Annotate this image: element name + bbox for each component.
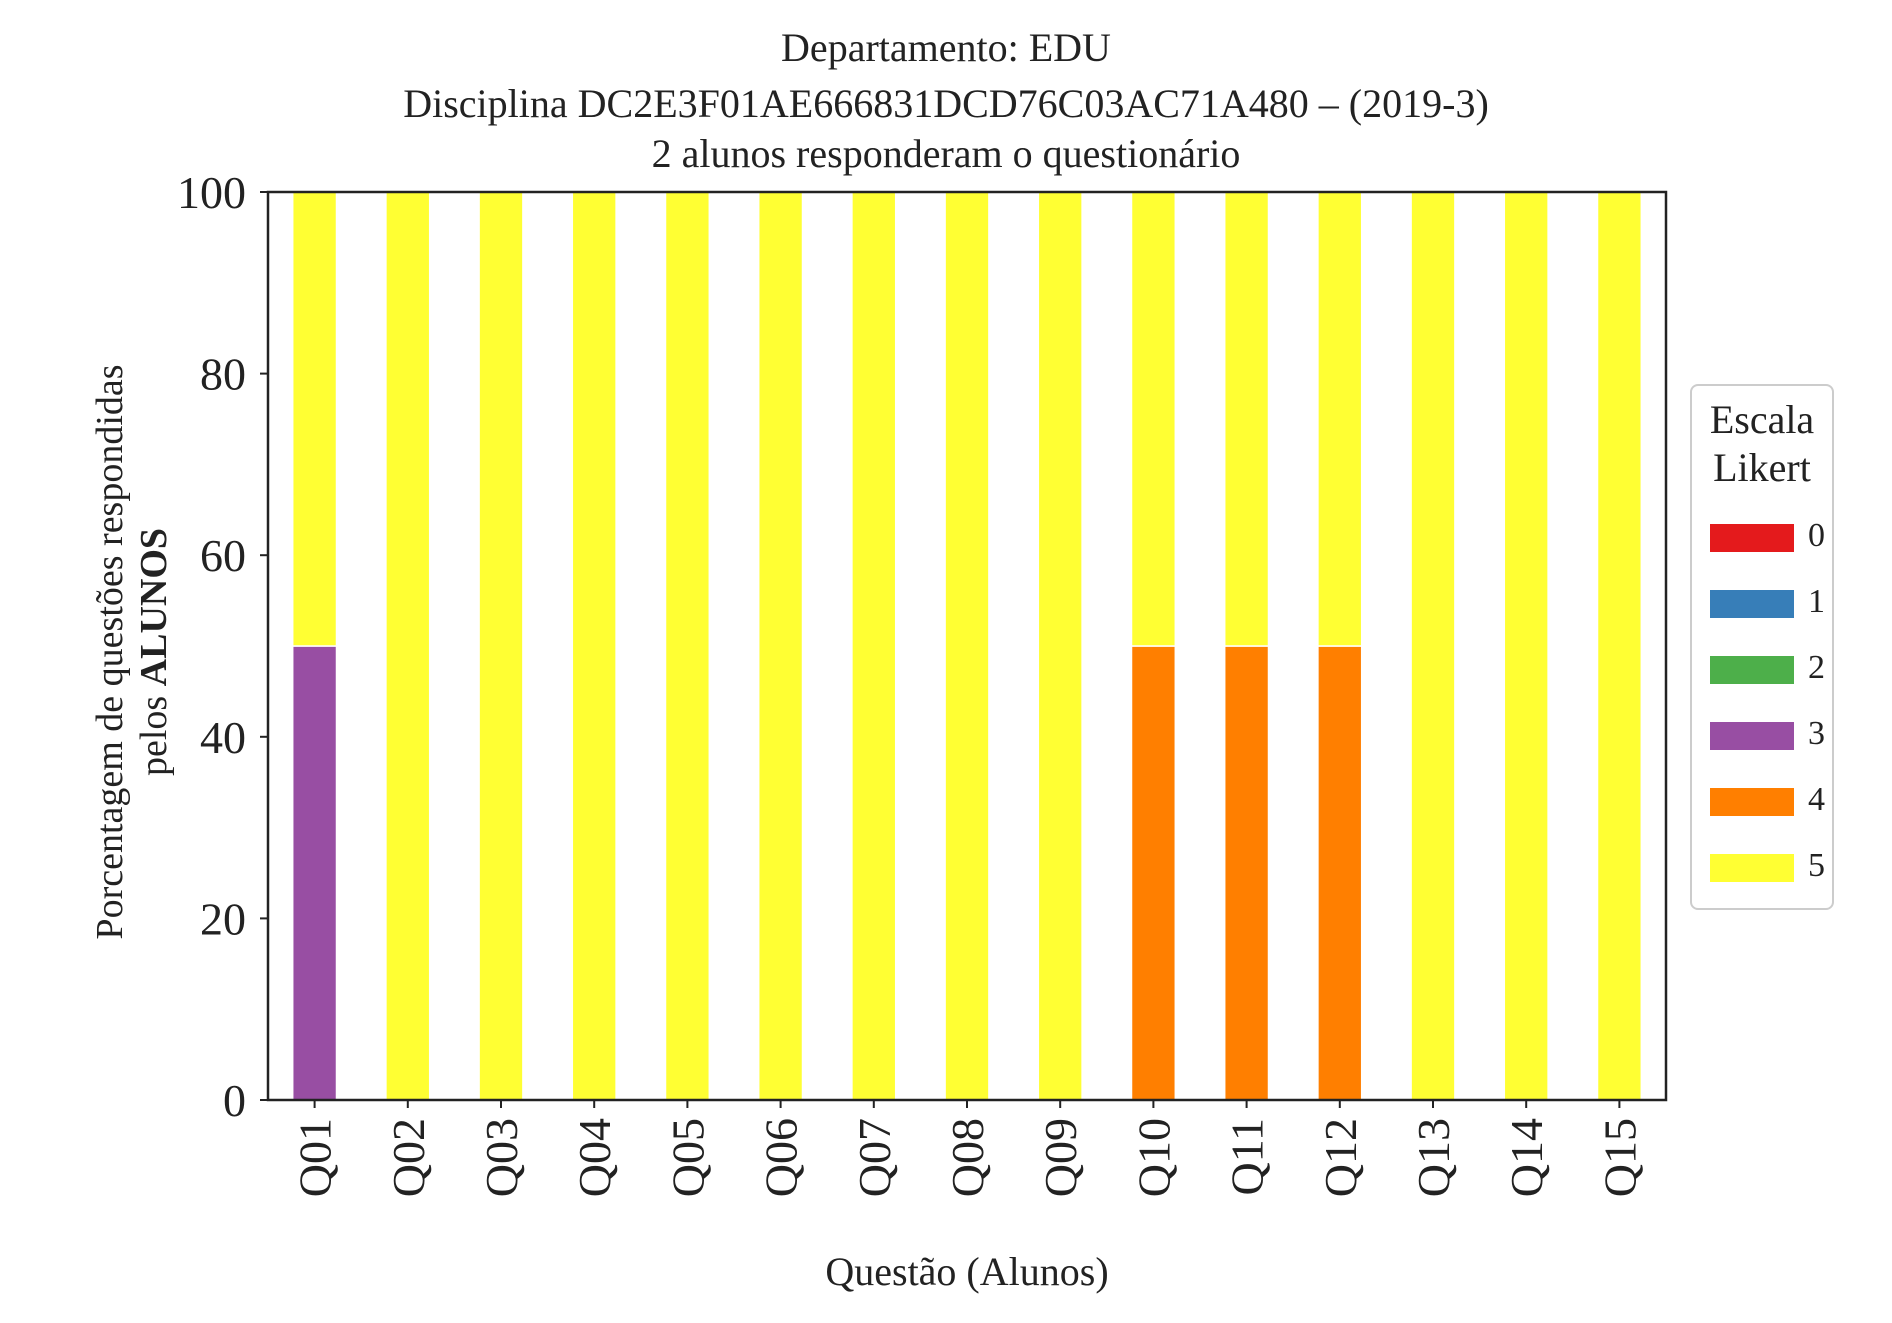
legend-swatch	[1710, 656, 1794, 684]
x-tick-label-Q05: Q05	[662, 1118, 713, 1197]
x-tick-label-Q15: Q15	[1594, 1118, 1645, 1197]
bar-Q01-likert-3	[291, 645, 338, 1101]
legend-item-3: 3	[1710, 712, 1830, 752]
y-tick-label: 100	[177, 167, 246, 218]
legend-title-line-2: Likert	[1713, 445, 1811, 490]
x-tick-label-Q06: Q06	[756, 1118, 807, 1197]
bar-Q08-likert-5	[944, 191, 990, 1101]
bar-Q14-likert-5	[1503, 191, 1549, 1101]
bar-Q12-likert-5	[1317, 191, 1363, 647]
bar-Q12-likert-4	[1317, 645, 1363, 1101]
bar-Q01-likert-5	[291, 191, 338, 647]
x-tick-label-Q08: Q08	[942, 1118, 993, 1197]
x-tick-label-Q01: Q01	[290, 1118, 341, 1197]
bar-Q09-likert-5	[1037, 191, 1083, 1101]
bar-Q13-likert-5	[1410, 191, 1456, 1101]
x-tick-label-Q09: Q09	[1035, 1118, 1086, 1197]
bar-Q11-likert-4	[1223, 645, 1270, 1101]
x-tick-label-Q07: Q07	[849, 1118, 900, 1197]
y-tick-label: 20	[200, 893, 246, 944]
legend-swatch	[1710, 590, 1794, 618]
legend-label: 1	[1808, 583, 1825, 620]
x-tick-label-Q11: Q11	[1222, 1118, 1273, 1196]
legend-title-line-1: Escala	[1709, 397, 1815, 442]
bar-Q11-likert-5	[1223, 191, 1270, 647]
x-tick-label-Q14: Q14	[1501, 1118, 1552, 1197]
x-axis-label: Questão (Alunos)	[825, 1249, 1109, 1294]
x-tick-label-Q03: Q03	[476, 1118, 527, 1197]
x-tick-label-Q12: Q12	[1315, 1118, 1366, 1197]
legend-title: Escala Likert	[1692, 396, 1832, 492]
bar-Q06-likert-5	[757, 191, 804, 1101]
bar-Q05-likert-5	[664, 191, 711, 1101]
legend-item-5: 5	[1710, 844, 1830, 884]
legend-label: 5	[1808, 847, 1825, 884]
legend-swatch	[1710, 788, 1794, 816]
legend-item-0: 0	[1710, 514, 1830, 554]
bar-Q07-likert-5	[851, 191, 897, 1101]
legend-label: 3	[1808, 715, 1825, 752]
y-axis: 0 20 40 60 80 100	[177, 167, 268, 1126]
y-axis-label-line-2: pelos ALUNOS	[132, 152, 176, 1152]
legend-swatch	[1710, 722, 1794, 750]
x-tick-label-Q02: Q02	[383, 1118, 434, 1197]
legend-item-2: 2	[1710, 646, 1830, 686]
y-axis-label: Porcentagem de questões respondidas pelo…	[88, 152, 178, 1152]
legend-label: 0	[1808, 517, 1825, 554]
x-axis: Q01 Q02 Q03 Q04 Q05 Q06 Q07 Q08 Q09 Q10 Q11 Q12 Q13 Q…	[290, 1100, 1645, 1197]
y-tick-label: 0	[223, 1075, 246, 1126]
legend: Escala Likert 0 1 2 3 4 5	[1690, 384, 1834, 910]
legend-label: 4	[1808, 781, 1825, 818]
legend-item-1: 1	[1710, 580, 1830, 620]
y-axis-label-line-1: Porcentagem de questões respondidas	[89, 364, 131, 940]
bar-Q10-likert-4	[1130, 645, 1177, 1101]
legend-label: 2	[1808, 649, 1825, 686]
bars-group	[291, 191, 1643, 1101]
bar-Q03-likert-5	[478, 191, 524, 1101]
chart-title-line-3: 2 alunos responderam o questionário	[651, 131, 1241, 176]
bar-Q10-likert-5	[1130, 191, 1177, 647]
x-tick-label-Q13: Q13	[1408, 1118, 1459, 1197]
bar-Q15-likert-5	[1596, 191, 1643, 1101]
legend-swatch	[1710, 524, 1794, 552]
x-tick-label-Q04: Q04	[569, 1118, 620, 1197]
legend-swatch	[1710, 854, 1794, 882]
y-axis-label-prefix: pelos	[133, 686, 175, 777]
bar-Q04-likert-5	[571, 191, 617, 1101]
bar-Q02-likert-5	[385, 191, 431, 1101]
y-axis-label-bold: ALUNOS	[133, 527, 175, 687]
chart-title-line-2: Disciplina DC2E3F01AE666831DCD76C03AC71A…	[403, 81, 1489, 126]
x-tick-label-Q10: Q10	[1128, 1118, 1179, 1197]
chart-title-line-1: Departamento: EDU	[781, 25, 1111, 70]
legend-item-4: 4	[1710, 778, 1830, 818]
y-tick-label: 80	[200, 349, 246, 400]
y-tick-label: 60	[200, 530, 246, 581]
y-tick-label: 40	[200, 712, 246, 763]
